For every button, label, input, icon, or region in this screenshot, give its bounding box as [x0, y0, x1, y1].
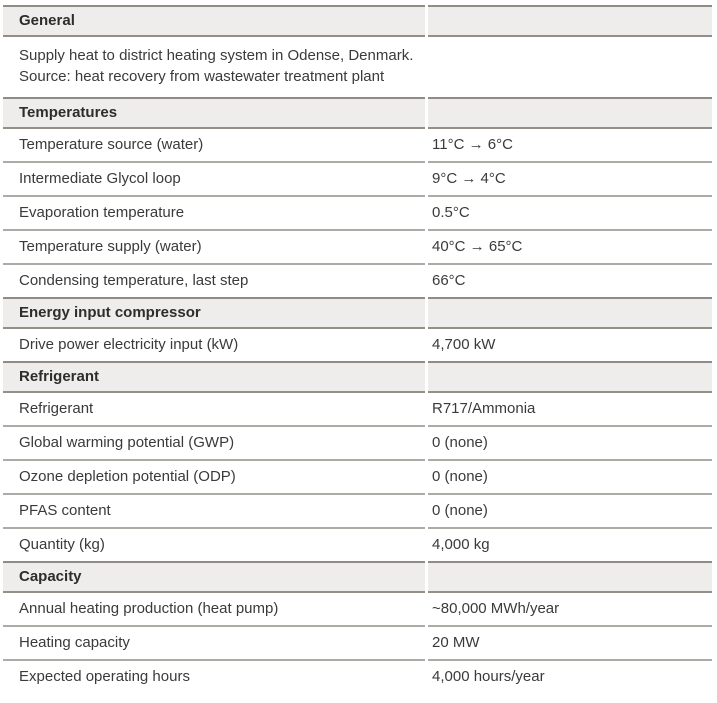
- row-value: 4,000 hours/year: [432, 668, 545, 685]
- row-value: 11°C → 6°C: [428, 129, 712, 163]
- section-title: Temperatures: [3, 97, 425, 129]
- row-value: 0.5°C: [428, 197, 712, 231]
- row-value: 9°C → 4°C: [428, 163, 712, 197]
- row-value: 4,000 kg: [432, 536, 490, 553]
- table-row: PFAS content 0 (none): [3, 495, 712, 529]
- row-label: Expected operating hours: [19, 668, 190, 685]
- row-value: ~80,000 MWh/year: [428, 593, 712, 627]
- table-row: Global warming potential (GWP) 0 (none): [3, 427, 712, 461]
- table-row: Quantity (kg) 4,000 kg: [3, 529, 712, 561]
- row-label: Global warming potential (GWP): [3, 427, 425, 461]
- table-row: Temperature source (water) 11°C → 6°C: [3, 129, 712, 163]
- section-header-general: General: [3, 5, 712, 37]
- general-description-row: Supply heat to district heating system i…: [3, 37, 712, 97]
- row-value: 0 (none): [428, 427, 712, 461]
- row-label: Temperature source (water): [3, 129, 425, 163]
- table-row: Refrigerant R717/Ammonia: [3, 393, 712, 427]
- row-label: PFAS content: [3, 495, 425, 529]
- table-row: Heating capacity 20 MW: [3, 627, 712, 661]
- row-value: R717/Ammonia: [428, 393, 712, 427]
- section-title: Energy input compressor: [3, 297, 425, 329]
- section-header-spacer: [428, 361, 712, 393]
- section-header-temperatures: Temperatures: [3, 97, 712, 129]
- section-header-capacity: Capacity: [3, 561, 712, 593]
- table-row: Annual heating production (heat pump) ~8…: [3, 593, 712, 627]
- section-header-spacer: [428, 561, 712, 593]
- description-line: Source: heat recovery from wastewater tr…: [19, 68, 385, 85]
- table-row: Evaporation temperature 0.5°C: [3, 197, 712, 231]
- row-label: Quantity (kg): [19, 536, 105, 553]
- row-label: Condensing temperature, last step: [19, 272, 249, 289]
- row-label: Refrigerant: [3, 393, 425, 427]
- table-row: Intermediate Glycol loop 9°C → 4°C: [3, 163, 712, 197]
- table-row: Temperature supply (water) 40°C → 65°C: [3, 231, 712, 265]
- table-row: Condensing temperature, last step 66°C: [3, 265, 712, 297]
- description-line: Supply heat to district heating system i…: [19, 47, 414, 64]
- general-description-cell: Supply heat to district heating system i…: [3, 37, 712, 97]
- table-row: Drive power electricity input (kW) 4,700…: [3, 329, 712, 361]
- row-value: 0 (none): [428, 461, 712, 495]
- table-row: Ozone depletion potential (ODP) 0 (none): [3, 461, 712, 495]
- spec-table: General Supply heat to district heating …: [0, 5, 715, 693]
- table-row: Expected operating hours 4,000 hours/yea…: [3, 661, 712, 693]
- section-title: Refrigerant: [3, 361, 425, 393]
- row-label: Intermediate Glycol loop: [3, 163, 425, 197]
- section-header-energy-input: Energy input compressor: [3, 297, 712, 329]
- row-value: 20 MW: [428, 627, 712, 661]
- row-value: 4,700 kW: [432, 336, 496, 353]
- row-label: Evaporation temperature: [3, 197, 425, 231]
- row-value: 66°C: [432, 272, 466, 289]
- row-label: Temperature supply (water): [3, 231, 425, 265]
- row-label: Heating capacity: [3, 627, 425, 661]
- section-header-spacer: [428, 5, 712, 37]
- section-header-spacer: [428, 297, 712, 329]
- row-value: 0 (none): [428, 495, 712, 529]
- row-label: Annual heating production (heat pump): [3, 593, 425, 627]
- section-title: General: [3, 5, 425, 37]
- row-value: 40°C → 65°C: [428, 231, 712, 265]
- section-header-spacer: [428, 97, 712, 129]
- row-label: Ozone depletion potential (ODP): [3, 461, 425, 495]
- section-header-refrigerant: Refrigerant: [3, 361, 712, 393]
- section-title: Capacity: [3, 561, 425, 593]
- row-label: Drive power electricity input (kW): [19, 336, 239, 353]
